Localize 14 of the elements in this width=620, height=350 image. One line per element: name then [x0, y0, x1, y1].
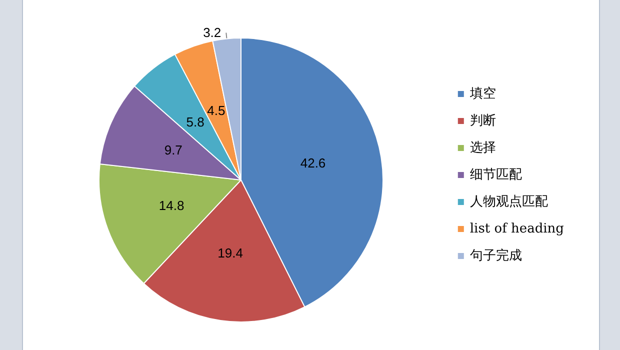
data-label: 4.5	[207, 102, 226, 118]
legend-label: 选择	[470, 140, 496, 156]
data-label: 9.7	[164, 142, 182, 158]
legend-label: 填空	[468, 86, 496, 102]
legend-label: 人物观点匹配	[470, 194, 548, 210]
data-label: 19.4	[218, 246, 243, 261]
legend-label: 细节匹配	[470, 168, 522, 182]
legend-label: list of heading	[470, 222, 564, 236]
data-label: 5.8	[186, 114, 204, 130]
data-label: 14.8	[158, 198, 184, 214]
data-label: 3.2	[203, 25, 222, 40]
legend-label: 判断	[470, 114, 496, 128]
legend-label: 句子完成	[470, 248, 522, 264]
data-label: 42.6	[300, 155, 326, 170]
